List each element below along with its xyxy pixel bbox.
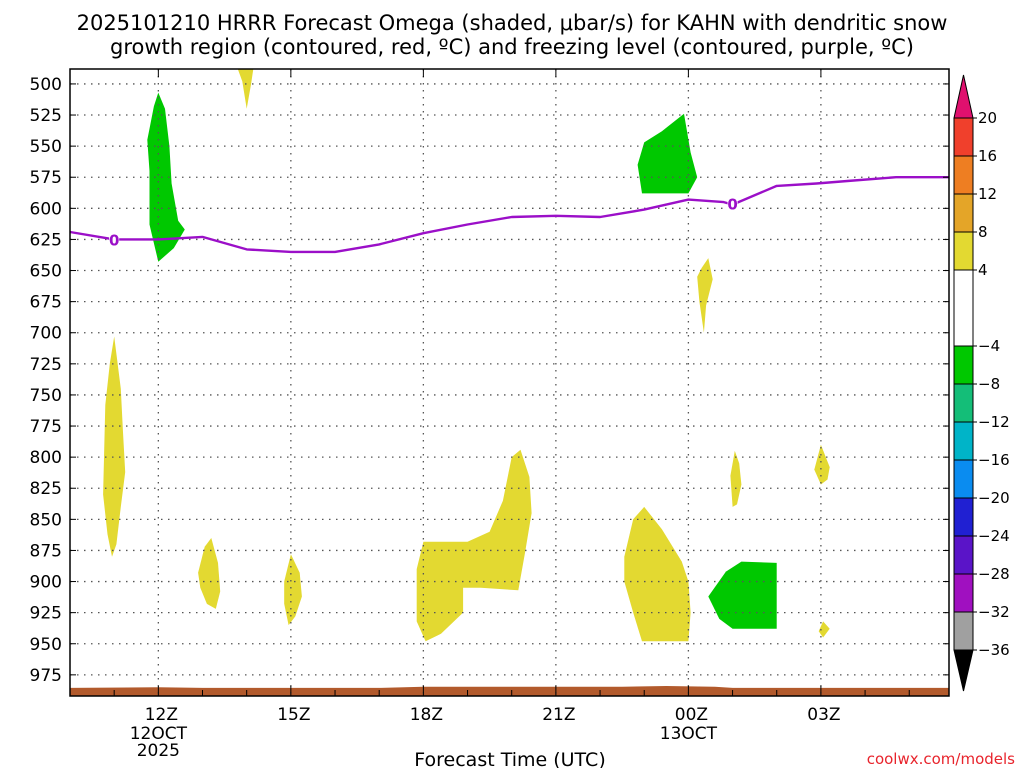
colorbar-band-5: [953, 231, 974, 271]
x-tick-label-18Z: 18Z: [410, 705, 443, 725]
colorbar-label-2: 16: [978, 147, 997, 165]
y-tick-label-825: 825: [30, 479, 62, 499]
chart-title-line-1: 2025101210 HRRR Forecast Omega (shaded, …: [77, 11, 948, 35]
colorbar-label-13: −32: [978, 603, 1010, 621]
y-tick-label-650: 650: [30, 262, 62, 282]
colorbar-top-cap: [953, 74, 974, 119]
colorbar-band-7: [953, 345, 974, 385]
y-tick-label-550: 550: [30, 137, 62, 157]
omega-region-6: [198, 538, 221, 609]
y-tick-label-950: 950: [30, 635, 62, 655]
y-tick-label-725: 725: [30, 355, 62, 375]
omega-region-8: [416, 449, 532, 642]
freezing-level-label-1: 0: [109, 231, 119, 249]
colorbar-label-9: −16: [978, 451, 1010, 469]
colorbar-band-8: [953, 383, 974, 423]
y-tick-label-925: 925: [30, 604, 62, 624]
y-tick-label-900: 900: [30, 573, 62, 593]
colorbar-band-13: [953, 573, 974, 613]
x-date-label: 12OCT: [130, 724, 188, 744]
y-tick-label-750: 750: [30, 386, 62, 406]
omega-region-10: [730, 450, 742, 507]
y-tick-label-525: 525: [30, 106, 62, 126]
plot-frame: [69, 68, 950, 697]
omega-region-12: [818, 621, 830, 638]
freezing-level-line: [69, 175, 949, 254]
chart-title: 2025101210 HRRR Forecast Omega (shaded, …: [77, 11, 948, 59]
omega-shading-layer: [103, 69, 830, 642]
y-tick-label-625: 625: [30, 230, 62, 250]
colorbar-band-6: [953, 269, 974, 347]
grid-lines: [70, 69, 949, 696]
x-tick-label-15Z: 15Z: [277, 705, 310, 725]
y-tick-label-500: 500: [30, 75, 62, 95]
colorbar-label-7: −8: [978, 375, 1000, 393]
freezing-level-label-2: 0: [727, 195, 737, 213]
omega-region-11: [814, 444, 830, 485]
y-tick-label-575: 575: [30, 168, 62, 188]
y-tick-label-800: 800: [30, 448, 62, 468]
terrain-layer: [70, 686, 949, 696]
omega-region-9: [624, 506, 691, 642]
x-tick-label-21Z: 21Z: [542, 705, 575, 725]
chart-title-line-2: growth region (contoured, red, ºC) and f…: [110, 35, 914, 59]
y-tick-label-875: 875: [30, 541, 62, 561]
colorbar-band-4: [953, 193, 974, 233]
colorbar-label-11: −24: [978, 527, 1010, 545]
colorbar-band-3: [953, 155, 974, 195]
omega-colorbar: 20 16 12 8 4 −4 −8 −12 −16 −20 −24 −28 −32 −36: [953, 74, 1010, 692]
freezing-label-bg: [109, 231, 120, 248]
x-axis-title: Forecast Time (UTC): [414, 749, 605, 768]
colorbar-label-12: −28: [978, 565, 1010, 583]
colorbar-label-10: −20: [978, 489, 1010, 507]
y-tick-label-775: 775: [30, 417, 62, 437]
omega-region-2: [237, 69, 254, 109]
terrain-surface: [70, 686, 949, 696]
site-credit[interactable]: coolwx.com/models: [867, 750, 1015, 768]
y-tick-label-850: 850: [30, 510, 62, 530]
colorbar-label-14: −36: [978, 641, 1010, 659]
colorbar-band-11: [953, 497, 974, 537]
colorbar-label-4: 8: [978, 223, 988, 241]
colorbar-band-10: [953, 459, 974, 499]
pressure-axis: 500 525 550 575 600 625 650 675 700 725 750 775 800 8…: [30, 75, 949, 686]
colorbar-band-2: [953, 117, 974, 157]
omega-region-7: [284, 554, 302, 626]
colorbar-band-12: [953, 535, 974, 575]
omega-region-13: [708, 561, 777, 629]
colorbar-label-5: 4: [978, 261, 988, 279]
y-tick-label-675: 675: [30, 293, 62, 313]
colorbar-band-9: [953, 421, 974, 461]
y-tick-label-600: 600: [30, 199, 62, 219]
colorbar-label-8: −12: [978, 413, 1010, 431]
x-year-label: 2025: [137, 741, 180, 761]
y-tick-label-700: 700: [30, 324, 62, 344]
colorbar-label-6: −4: [978, 337, 1000, 355]
colorbar-label-1: 20: [978, 109, 997, 127]
x-tick-label-03Z: 03Z: [807, 705, 840, 725]
omega-region-5: [103, 336, 126, 557]
x-tick-label-12Z: 12Z: [145, 705, 178, 725]
x-date-label: 13OCT: [660, 724, 718, 744]
omega-region-3: [637, 113, 698, 194]
colorbar-label-3: 12: [978, 185, 997, 203]
colorbar-band-14: [953, 611, 974, 651]
omega-region-1: [147, 92, 185, 262]
x-tick-label-00Z: 00Z: [675, 705, 708, 725]
freezing-label-bg: [727, 195, 738, 212]
omega-region-4: [697, 258, 713, 333]
y-tick-label-975: 975: [30, 666, 62, 686]
colorbar-bottom-cap: [953, 649, 974, 692]
freezing-level-layer: 00: [69, 175, 949, 254]
